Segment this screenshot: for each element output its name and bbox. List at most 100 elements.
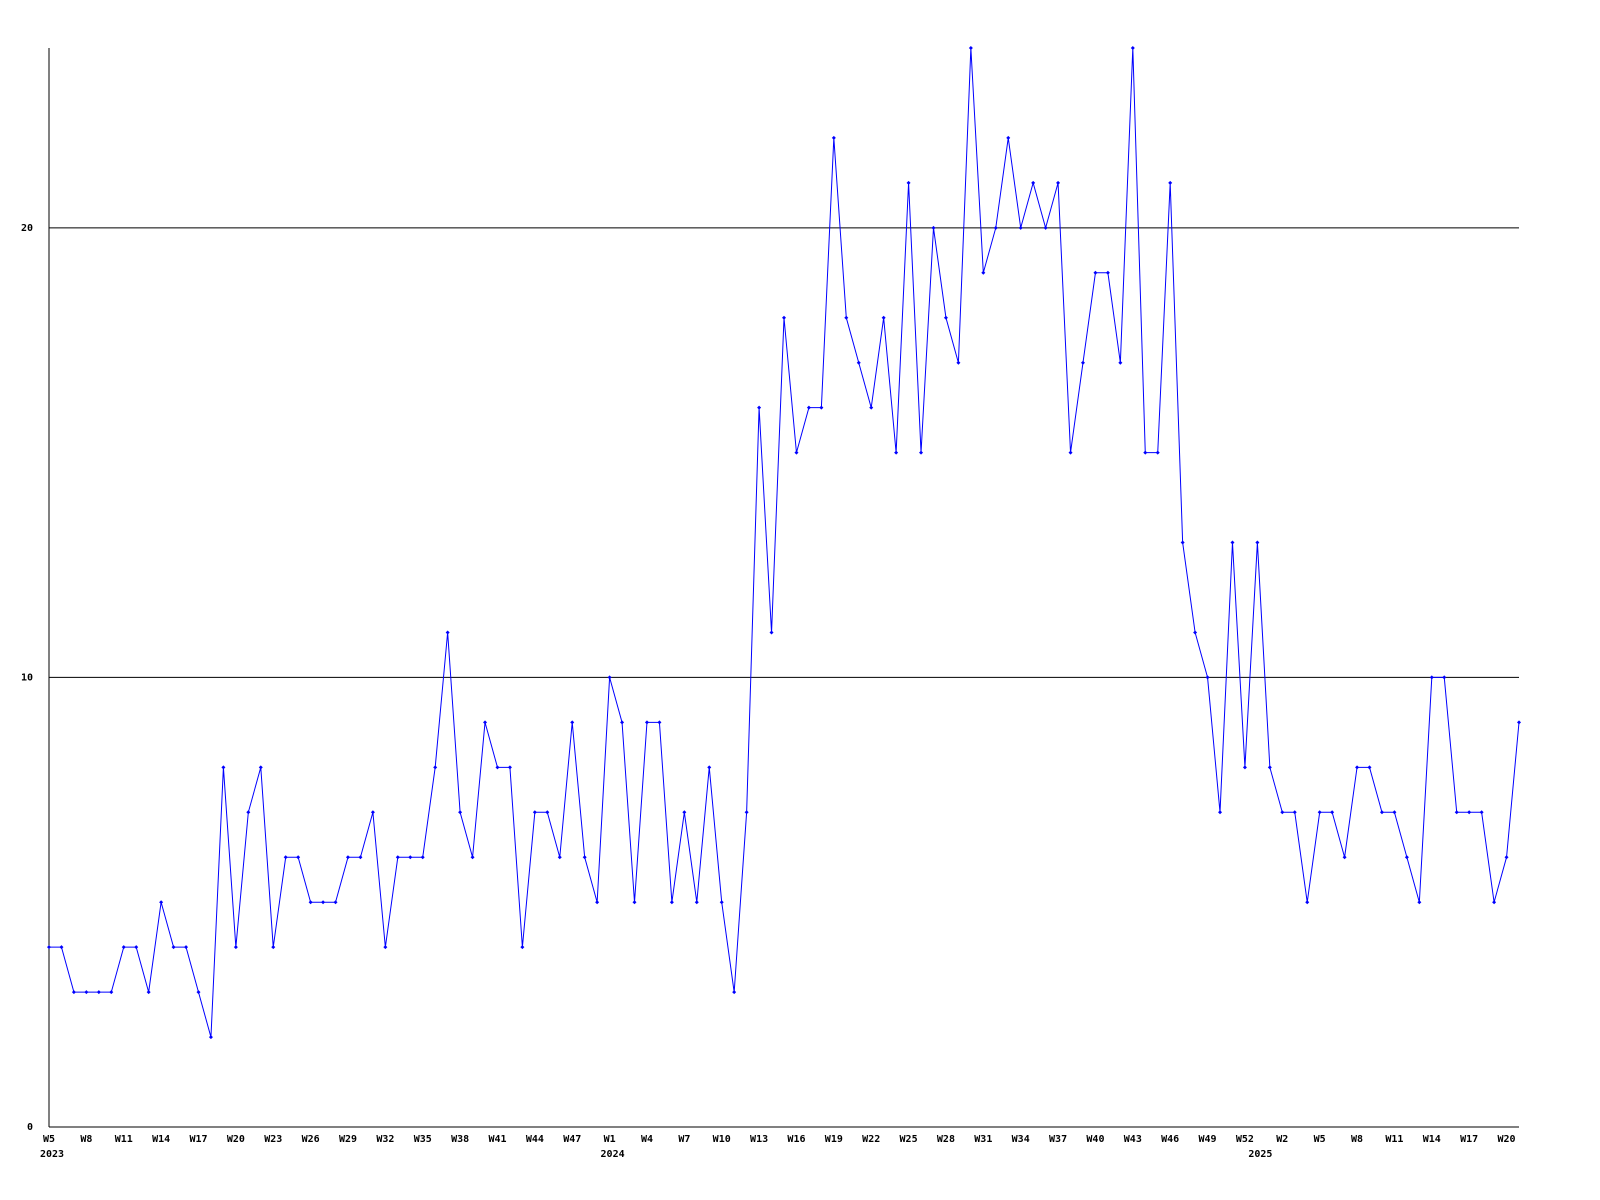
x-tick-label: W28 [937,1134,955,1145]
data-point [358,855,363,860]
data-point [869,405,874,410]
data-point [881,315,886,320]
data-point [1218,810,1223,815]
data-point [208,1035,213,1040]
data-point [321,900,326,905]
data-point [1018,225,1023,230]
data-point [1305,900,1310,905]
data-point [794,450,799,455]
data-point [345,855,350,860]
data-point [258,765,263,770]
data-point [1043,225,1048,230]
x-tick-label: W23 [264,1134,282,1145]
data-point [1492,900,1497,905]
data-point [1155,450,1160,455]
x-year-label: 2025 [1248,1149,1272,1160]
x-tick-label: W2 [1276,1134,1288,1145]
x-tick-label: W31 [974,1134,992,1145]
data-point [109,990,114,995]
x-tick-label: W29 [339,1134,357,1145]
data-point [184,945,189,950]
data-point [1205,675,1210,680]
data-point [757,405,762,410]
data-point [719,900,724,905]
x-tick-label: W5 [1314,1134,1326,1145]
data-point [271,945,276,950]
data-point [943,315,948,320]
data-point [732,990,737,995]
data-point [1330,810,1335,815]
x-tick-label: W7 [678,1134,690,1145]
data-point [931,225,936,230]
x-year-label: 2023 [40,1149,64,1160]
data-point [121,945,126,950]
data-point [819,405,824,410]
data-point [1355,765,1360,770]
data-point [1080,360,1085,365]
data-point [844,315,849,320]
data-point [1417,900,1422,905]
data-point [607,675,612,680]
data-point [1031,180,1036,185]
data-point [445,630,450,635]
data-point [96,990,101,995]
data-point [1267,765,1272,770]
x-tick-label: W52 [1236,1134,1254,1145]
data-point [134,945,139,950]
data-point [1442,675,1447,680]
data-point [1317,810,1322,815]
data-point [1068,450,1073,455]
data-point [283,855,288,860]
data-point [657,720,662,725]
data-point [694,900,699,905]
data-point [632,900,637,905]
data-point [769,630,774,635]
y-tick-label: 0 [27,1122,33,1133]
data-point [1193,630,1198,635]
data-point [1404,855,1409,860]
x-tick-label: W10 [713,1134,731,1145]
data-point [894,450,899,455]
data-point [483,720,488,725]
data-point [296,855,301,860]
x-tick-label: W20 [227,1134,245,1145]
data-point [1255,540,1260,545]
x-tick-label: W46 [1161,1134,1179,1145]
x-tick-label: W4 [641,1134,653,1145]
data-point [981,270,986,275]
x-tick-label: W1 [604,1134,616,1145]
data-line [49,47,1520,1038]
data-point [196,990,201,995]
x-tick-label: W38 [451,1134,469,1145]
data-point [520,945,525,950]
data-point [1280,810,1285,815]
data-point [159,900,164,905]
data-point [620,720,625,725]
x-tick-label: W16 [787,1134,805,1145]
data-point [806,405,811,410]
data-point [744,810,749,815]
data-point [1105,270,1110,275]
data-point [1093,270,1098,275]
data-point [433,765,438,770]
data-point [1379,810,1384,815]
data-point [333,900,338,905]
data-point [1454,810,1459,815]
x-tick-label: W14 [152,1134,170,1145]
data-point [1342,855,1347,860]
data-point [570,720,575,725]
data-point [919,450,924,455]
x-tick-label: W44 [526,1134,544,1145]
data-point [956,360,961,365]
data-point [370,810,375,815]
data-point [1242,765,1247,770]
data-point [644,720,649,725]
x-tick-label: W49 [1199,1134,1217,1145]
x-tick-label: W41 [488,1134,506,1145]
x-tick-label: W17 [1460,1134,1478,1145]
x-tick-label: W19 [825,1134,843,1145]
x-tick-label: W5 [43,1134,55,1145]
x-tick-label: W17 [189,1134,207,1145]
